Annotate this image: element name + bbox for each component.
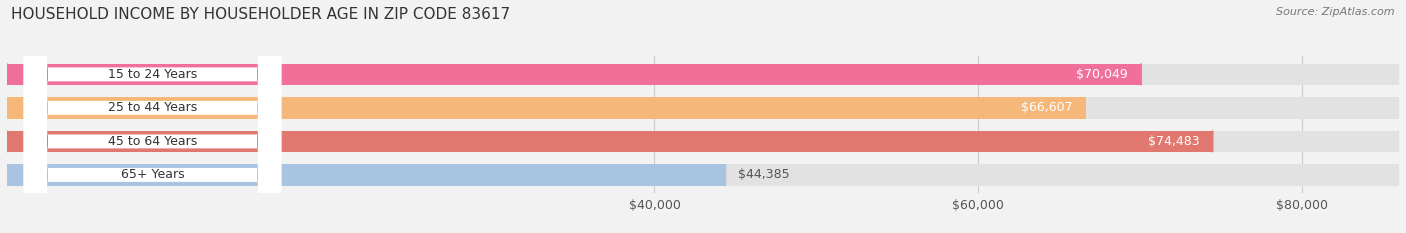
FancyBboxPatch shape	[24, 0, 281, 233]
Bar	[7, 97, 1085, 119]
Text: HOUSEHOLD INCOME BY HOUSEHOLDER AGE IN ZIP CODE 83617: HOUSEHOLD INCOME BY HOUSEHOLDER AGE IN Z…	[11, 7, 510, 22]
FancyBboxPatch shape	[24, 0, 281, 233]
Bar	[7, 97, 1399, 119]
Bar	[7, 164, 1399, 186]
Bar	[7, 164, 725, 186]
Text: Source: ZipAtlas.com: Source: ZipAtlas.com	[1277, 7, 1395, 17]
Text: 15 to 24 Years: 15 to 24 Years	[108, 68, 197, 81]
FancyBboxPatch shape	[24, 0, 281, 233]
Bar	[7, 131, 1212, 152]
Text: $70,049: $70,049	[1076, 68, 1128, 81]
Bar	[7, 64, 1399, 85]
Text: 25 to 44 Years: 25 to 44 Years	[108, 101, 197, 114]
Text: 65+ Years: 65+ Years	[121, 168, 184, 182]
Text: $74,483: $74,483	[1147, 135, 1199, 148]
FancyBboxPatch shape	[24, 0, 281, 233]
Text: 45 to 64 Years: 45 to 64 Years	[108, 135, 197, 148]
Text: $44,385: $44,385	[738, 168, 790, 182]
Bar	[7, 131, 1399, 152]
Text: $66,607: $66,607	[1021, 101, 1073, 114]
Bar	[7, 64, 1140, 85]
